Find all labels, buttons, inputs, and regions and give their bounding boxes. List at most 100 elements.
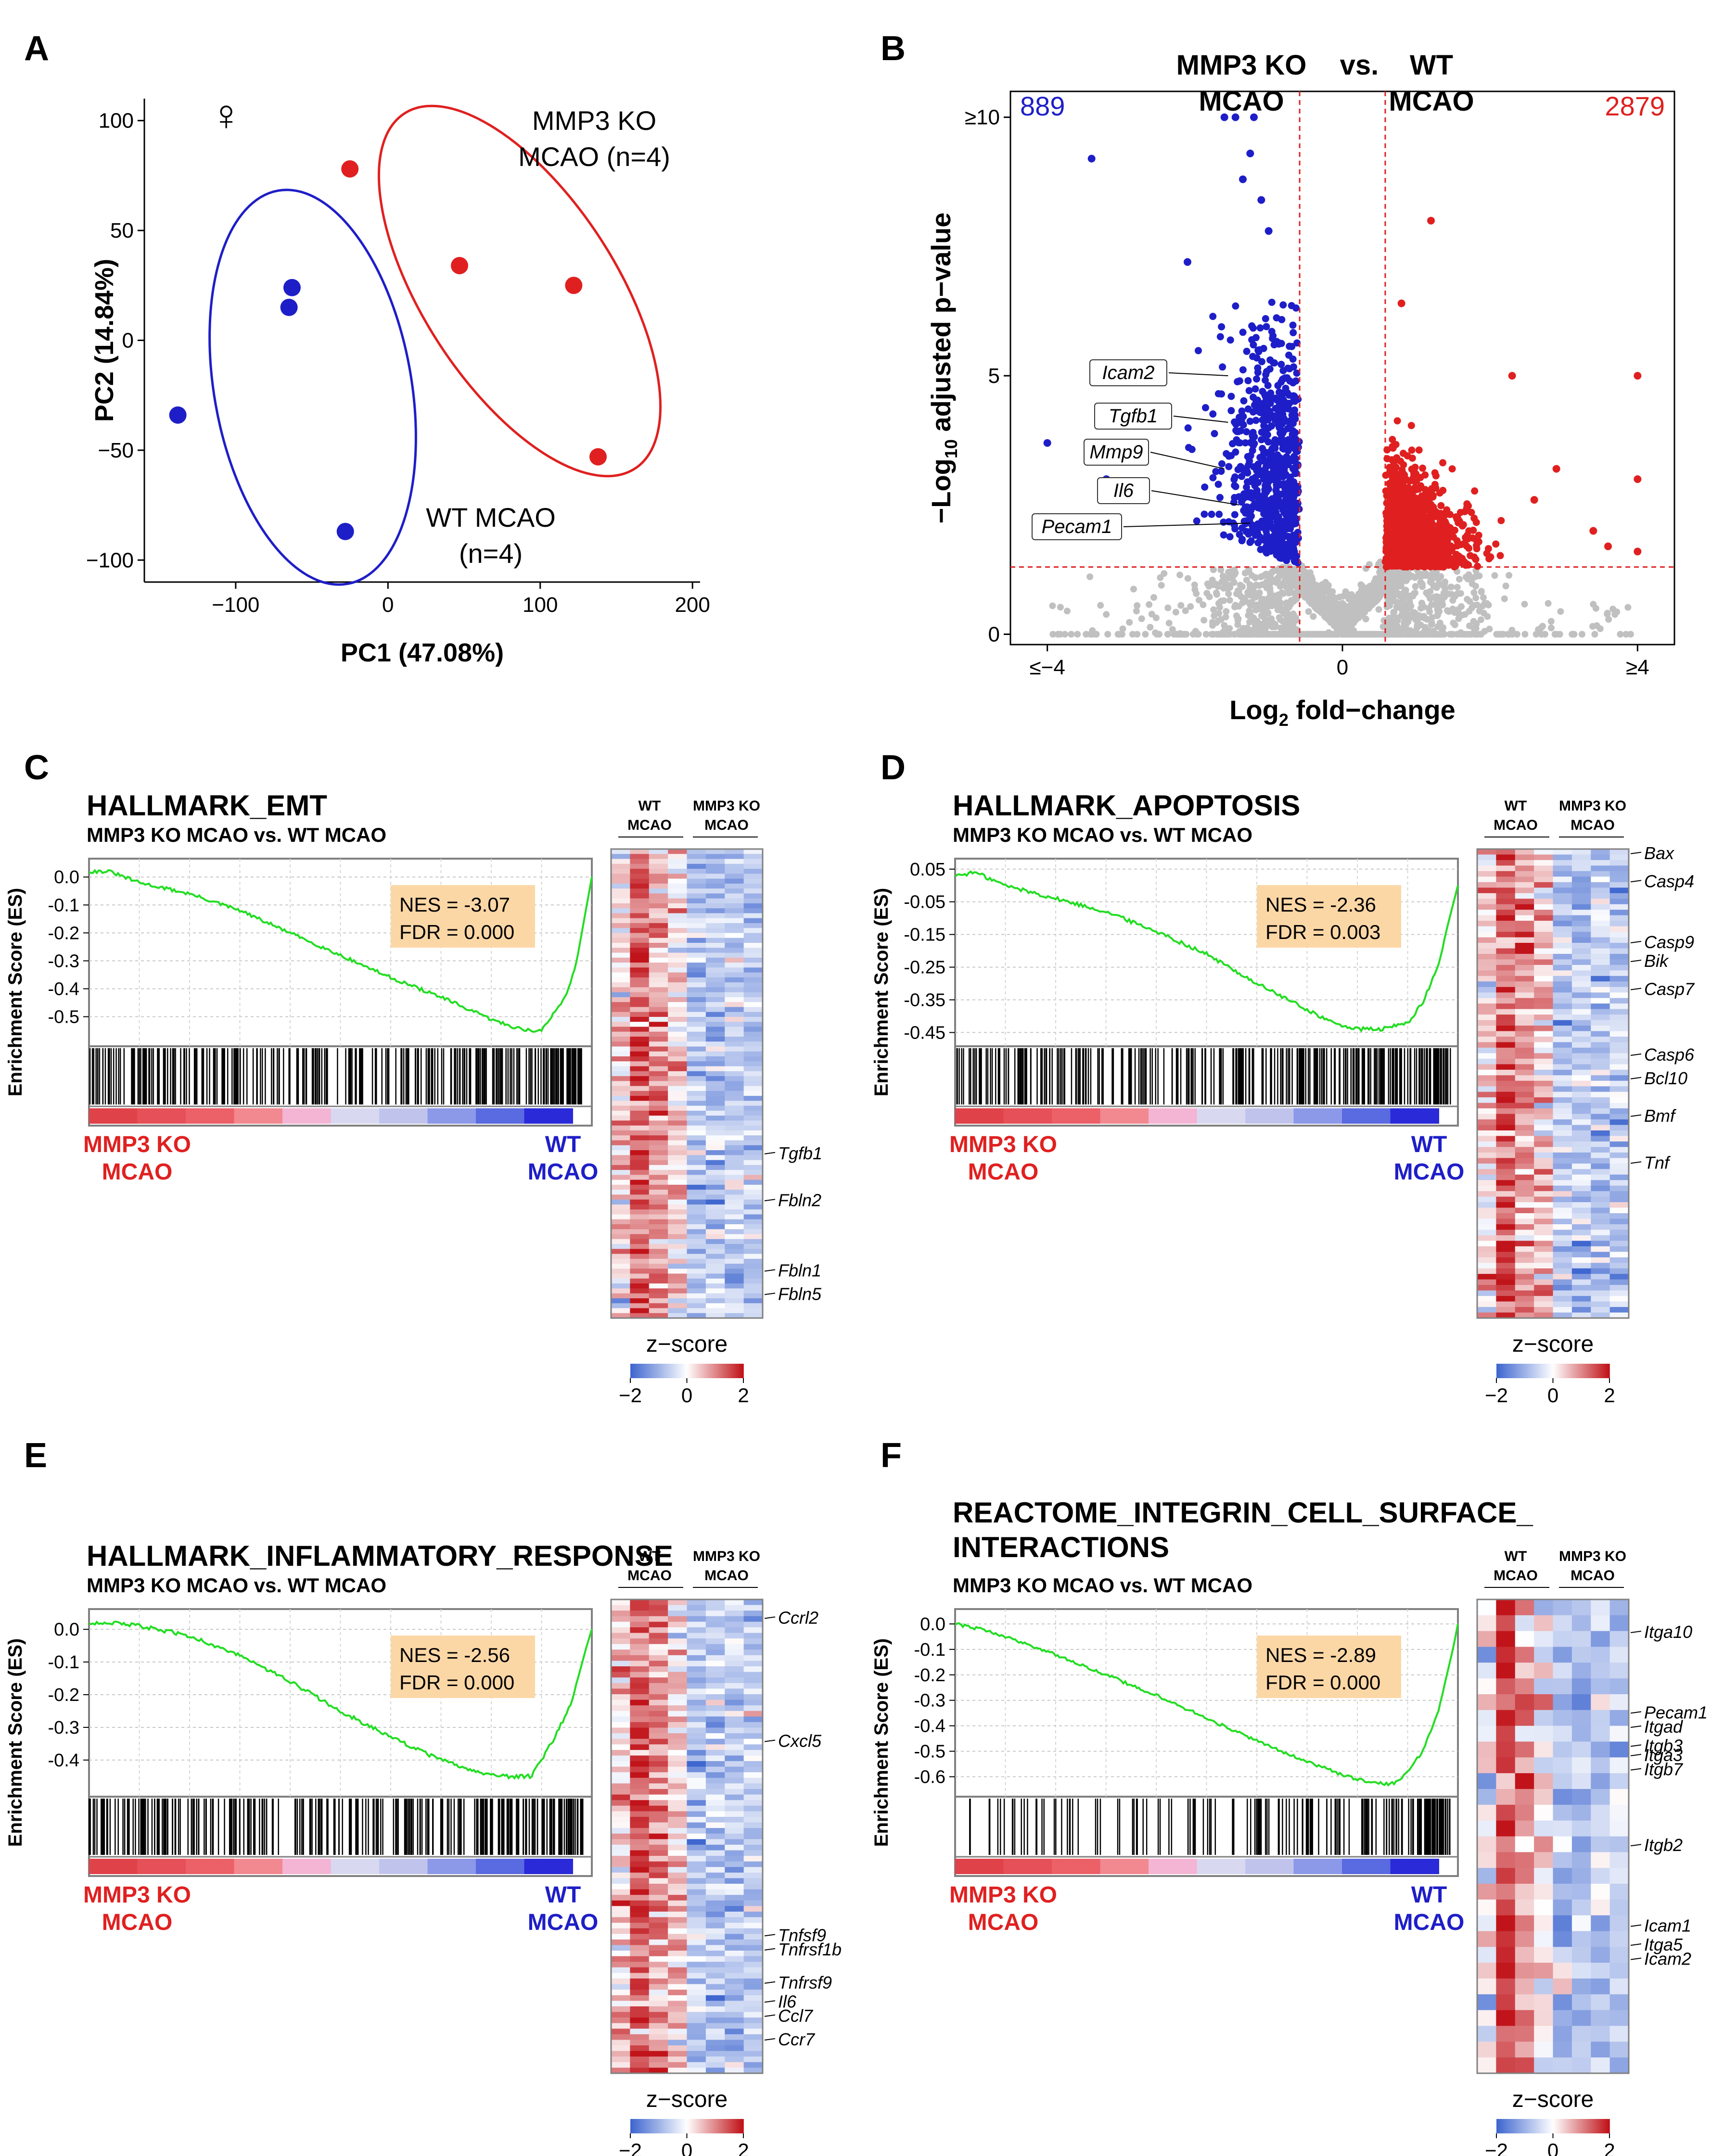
heatmap-cell <box>649 1031 668 1037</box>
heatmap-cell <box>611 849 630 854</box>
heatmap-cell <box>649 1007 668 1013</box>
panel-letter-c: C <box>24 748 49 787</box>
down-gene-point <box>1218 460 1226 468</box>
down-gene-point <box>1279 396 1287 404</box>
heatmap-cell <box>668 1041 688 1047</box>
ns-gene-point <box>1261 602 1268 609</box>
heatmap-cell <box>630 1002 650 1008</box>
up-gene-point <box>1399 449 1407 457</box>
heatmap-cell <box>630 888 650 894</box>
ko-sample-point <box>565 277 583 294</box>
ns-gene-point <box>1119 625 1126 633</box>
up-gene-point <box>1386 480 1394 488</box>
heatmap-cell <box>705 859 725 864</box>
down-gene-point <box>1292 304 1300 312</box>
heatmap-cell <box>725 878 744 884</box>
fdr-value: FDR = 0.000 <box>399 921 514 943</box>
panel-letter-a: A <box>24 29 49 68</box>
heatmap-cell <box>687 893 706 899</box>
ns-gene-point <box>1264 631 1271 638</box>
heatmap-cell <box>668 972 688 978</box>
down-gene-point <box>1250 113 1258 121</box>
ns-gene-point <box>1129 631 1136 638</box>
down-gene-point <box>1277 361 1285 368</box>
pca-x-tick-label: −100 <box>212 593 259 617</box>
heatmap-cell <box>668 883 688 889</box>
heatmap-cell <box>743 883 763 889</box>
ns-gene-point <box>1418 580 1425 587</box>
nes-value: NES = -3.07 <box>399 893 510 916</box>
down-gene-point <box>1284 425 1291 432</box>
heatmap-cell <box>725 957 744 963</box>
down-gene-point <box>1279 301 1287 309</box>
up-gene-point <box>1391 505 1399 513</box>
heatmap-cell <box>630 913 650 919</box>
down-gene-point <box>1253 375 1261 383</box>
ns-gene-point <box>1375 562 1382 570</box>
heatmap-cell <box>668 933 688 938</box>
heatmap-cell <box>649 992 668 998</box>
ns-gene-point <box>1491 572 1498 579</box>
down-gene-point <box>1243 468 1251 475</box>
down-gene-point <box>1284 455 1291 462</box>
ns-gene-point <box>1427 588 1434 595</box>
heatmap-cell <box>705 957 725 963</box>
heatmap-cell <box>687 952 706 958</box>
down-gene-count: 889 <box>1020 91 1065 121</box>
ns-gene-point <box>1557 608 1564 615</box>
down-gene-point <box>1235 428 1242 435</box>
down-gene-point <box>1241 503 1249 511</box>
heatmap-cell <box>611 997 630 1002</box>
heatmap-cell <box>687 972 706 978</box>
ns-gene-point <box>1220 597 1227 604</box>
ns-gene-point <box>1578 631 1585 638</box>
ns-gene-point <box>1293 591 1300 598</box>
ns-gene-point <box>1609 606 1617 613</box>
es-y-axis-title: Enrichment Score (ES) <box>5 888 26 1096</box>
ns-gene-point <box>1423 631 1430 638</box>
heatmap-cells <box>611 849 763 1319</box>
up-gene-point <box>1411 557 1418 564</box>
ns-gene-point <box>1430 583 1437 590</box>
down-gene-point <box>1263 484 1271 492</box>
heatmap-cell <box>705 1022 725 1027</box>
up-gene-point <box>1407 422 1415 430</box>
down-gene-point <box>1262 544 1269 551</box>
heatmap-cell <box>630 1007 650 1013</box>
heatmap-cell <box>687 992 706 998</box>
ns-gene-point <box>1476 572 1483 580</box>
heatmap-cell <box>743 898 763 904</box>
up-gene-point <box>1437 558 1445 565</box>
heatmap-cell <box>611 972 630 978</box>
up-gene-point <box>1552 465 1560 473</box>
heatmap-cell <box>668 923 688 928</box>
wt-end-label-2: MCAO <box>528 1159 599 1185</box>
heatmap-cell <box>668 878 688 884</box>
down-gene-point <box>1278 554 1286 562</box>
ns-gene-point <box>1590 601 1597 608</box>
ns-gene-point <box>1221 622 1228 629</box>
heatmap-cell <box>668 859 688 864</box>
down-gene-point <box>1087 154 1096 163</box>
heatmap-cell <box>743 1002 763 1008</box>
down-gene-point <box>1184 424 1192 432</box>
heatmap-cell <box>725 977 744 983</box>
heatmap-cell <box>743 1012 763 1017</box>
wt-group-label: WT MCAO <box>426 502 556 533</box>
down-gene-point <box>1282 507 1290 514</box>
down-gene-point <box>1208 510 1215 518</box>
heatmap-cell <box>743 878 763 884</box>
heatmap-cell <box>705 1031 725 1037</box>
down-gene-point <box>1241 494 1249 501</box>
down-gene-point <box>1201 483 1209 491</box>
heatmap-cell <box>611 869 630 874</box>
up-gene-point <box>1408 446 1416 454</box>
volcano-x-tick-label: ≤−4 <box>1030 656 1065 679</box>
down-gene-point <box>1225 463 1233 470</box>
ns-gene-point <box>1545 600 1552 607</box>
ns-gene-point <box>1404 575 1411 583</box>
up-gene-point <box>1408 454 1416 462</box>
heatmap-cell <box>725 913 744 919</box>
down-gene-point <box>1280 404 1288 412</box>
up-gene-point <box>1429 559 1437 567</box>
